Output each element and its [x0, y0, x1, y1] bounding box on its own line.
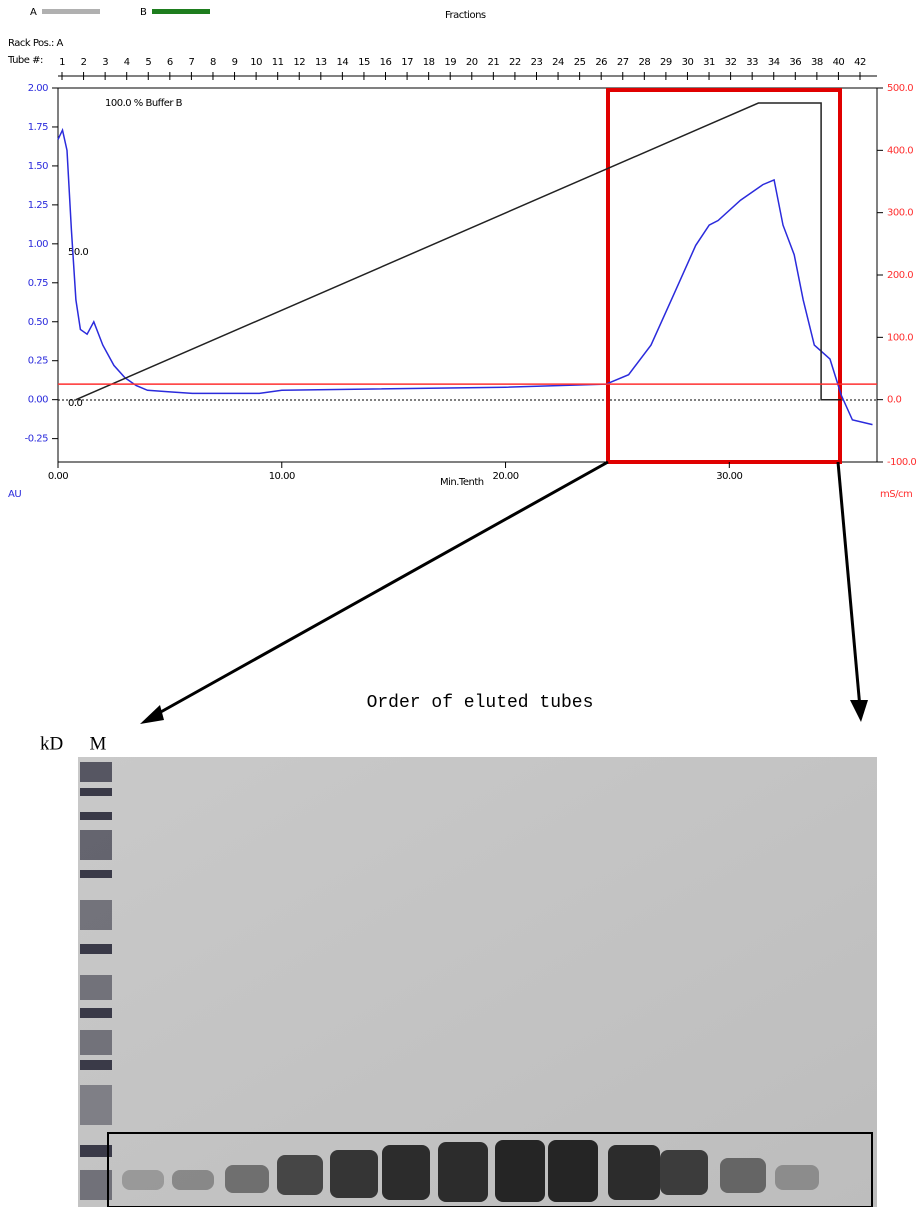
arrow: [836, 461, 862, 709]
y2-tick-label: 300.0: [887, 208, 913, 219]
y2-tick-label: -100.0: [887, 457, 916, 468]
y-tick-label: 1.25: [28, 200, 48, 211]
x-tick-label: 10.00: [269, 471, 295, 482]
tube-number: 26: [595, 57, 607, 68]
tube-number: 4: [124, 57, 130, 68]
ladder: [80, 762, 112, 1200]
tube-number: 3: [102, 57, 108, 68]
tube-number: 32: [725, 57, 737, 68]
y-tick-label: 2.00: [28, 83, 48, 94]
tube-number: 31: [703, 57, 715, 68]
y2-tick-label: 200.0: [887, 270, 913, 281]
x-tick-label: 30.00: [716, 471, 742, 482]
legend-label: B: [140, 7, 147, 18]
chromatogram: 100.0 % Buffer B 50.0 0.0 Fractions Rack…: [7, 7, 917, 724]
tube-number: 42: [854, 57, 866, 68]
legend-swatch: [42, 9, 100, 14]
tube-number: 1: [59, 57, 65, 68]
y2-tick-label: 100.0: [887, 332, 913, 343]
tube-number: 14: [337, 57, 349, 68]
y2-axis-label: mS/cm: [880, 489, 912, 500]
tube-number: 6: [167, 57, 173, 68]
tube-number: 2: [81, 57, 87, 68]
tube-number: 30: [682, 57, 694, 68]
tube-number: 25: [574, 57, 586, 68]
arrow: [149, 460, 609, 720]
y-tick-label: -0.25: [25, 434, 49, 445]
tube-number: 5: [145, 57, 151, 68]
annotation: 0.0: [68, 398, 83, 409]
tube-number: 19: [444, 57, 456, 68]
tube-number: 36: [789, 57, 801, 68]
fractions-label: Fractions: [445, 10, 486, 21]
marker-label: M: [90, 733, 107, 754]
highlight-box: [606, 88, 842, 464]
y-tick-label: 0.00: [28, 395, 48, 406]
tube-number: 33: [746, 57, 758, 68]
gel: Order of eluted tubes kD M: [40, 693, 877, 1207]
y-tick-label: 0.25: [28, 356, 48, 367]
legend-swatch: [152, 9, 210, 14]
tube-number: 13: [315, 57, 327, 68]
tube-number: 27: [617, 57, 629, 68]
y-axis-label: AU: [8, 489, 21, 500]
kd-label: kD: [40, 733, 63, 754]
tube-label: Tube #:: [7, 55, 43, 66]
x-tick-label: 20.00: [492, 471, 518, 482]
annotation: 50.0: [68, 247, 88, 258]
band-box: [107, 1132, 873, 1207]
tube-number: 24: [552, 57, 564, 68]
tube-number: 15: [358, 57, 370, 68]
tube-number: 38: [811, 57, 823, 68]
annotation: 100.0 % Buffer B: [105, 98, 183, 109]
y-tick-label: 0.75: [28, 278, 48, 289]
arrow-head: [850, 700, 868, 722]
tube-number: 20: [466, 57, 478, 68]
y-tick-label: 1.50: [28, 161, 48, 172]
tube-number: 12: [293, 57, 305, 68]
tube-number: 40: [833, 57, 845, 68]
y2-tick-label: 0.0: [887, 395, 902, 406]
arrow-head: [140, 705, 164, 724]
y-tick-label: 1.00: [28, 239, 48, 250]
tube-number: 21: [487, 57, 499, 68]
tube-number: 29: [660, 57, 672, 68]
tube-number: 16: [380, 57, 392, 68]
y-tick-label: 0.50: [28, 317, 48, 328]
gel-title: Order of eluted tubes: [367, 693, 594, 713]
tube-number: 28: [638, 57, 650, 68]
legend-label: A: [30, 7, 37, 18]
sample-bands: [122, 1140, 819, 1202]
series-line: [57, 127, 873, 426]
tube-number: 9: [232, 57, 238, 68]
y2-tick-label: 400.0: [887, 145, 913, 156]
plot-frame: [57, 87, 878, 463]
tube-number: 34: [768, 57, 780, 68]
tube-number: 7: [188, 57, 194, 68]
gel-image: [78, 757, 877, 1207]
rack-label: Rack Pos.: A: [8, 38, 64, 49]
series-line: [75, 102, 842, 401]
y-tick-label: 1.75: [28, 122, 48, 133]
tube-number: 22: [509, 57, 521, 68]
tube-number: 17: [401, 57, 413, 68]
x-axis-label: Min.Tenth: [440, 477, 484, 488]
tube-number: 11: [272, 57, 284, 68]
tube-number: 8: [210, 57, 216, 68]
tube-number: 23: [531, 57, 543, 68]
tube-number: 18: [423, 57, 435, 68]
x-tick-label: 0.00: [48, 471, 68, 482]
tube-number: 10: [250, 57, 262, 68]
y2-tick-label: 500.0: [887, 83, 913, 94]
